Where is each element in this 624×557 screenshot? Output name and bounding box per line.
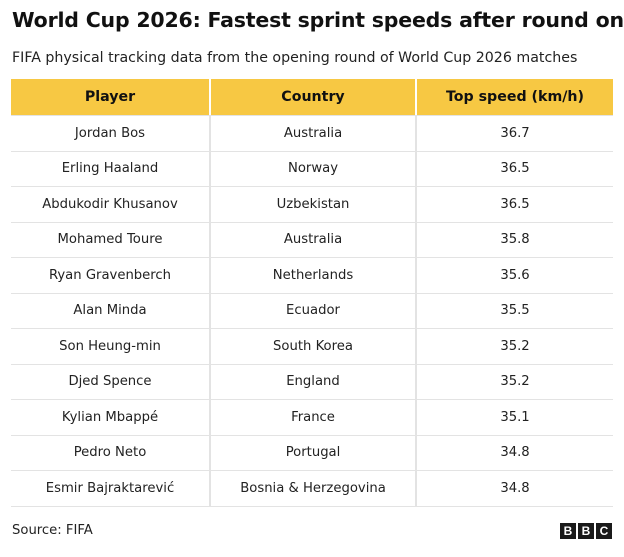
country-cell: South Korea bbox=[209, 328, 415, 364]
player-cell: Jordan Bos bbox=[11, 115, 209, 151]
top-speed-cell: 35.6 bbox=[415, 257, 613, 293]
country-cell: Australia bbox=[209, 221, 415, 257]
country-cell: Ecuador bbox=[209, 292, 415, 328]
table-row: Mohamed Toure Australia 35.8 bbox=[11, 221, 613, 258]
top-speed-cell: 34.8 bbox=[415, 434, 613, 470]
bbc-logo: B B C bbox=[560, 523, 612, 539]
player-cell: Pedro Neto bbox=[11, 434, 209, 471]
country-cell: Netherlands bbox=[209, 257, 415, 293]
player-cell: Kylian Mbappé bbox=[11, 399, 209, 435]
country-cell: France bbox=[209, 399, 415, 435]
table-row: Abdukodir Khusanov Uzbekistan 36.5 bbox=[11, 186, 613, 222]
chart-title: World Cup 2026: Fastest sprint speeds af… bbox=[12, 8, 624, 32]
column-header-top-speed: Top speed (km/h) bbox=[415, 79, 613, 115]
column-header-country: Country bbox=[209, 79, 415, 115]
country-cell: Norway bbox=[209, 150, 415, 186]
table-row: Jordan Bos Australia 36.7 bbox=[11, 115, 613, 151]
column-header-player: Player bbox=[11, 79, 209, 115]
player-cell: Abdukodir Khusanov bbox=[11, 186, 209, 222]
table-row: Ryan Gravenberch Netherlands 35.6 bbox=[11, 257, 613, 293]
player-cell: Ryan Gravenberch bbox=[11, 257, 209, 293]
table-row: Djed Spence England 35.2 bbox=[11, 363, 613, 400]
top-speed-cell: 36.7 bbox=[415, 115, 613, 151]
top-speed-cell: 35.5 bbox=[415, 292, 613, 328]
country-cell: Bosnia & Herzegovina bbox=[209, 470, 415, 507]
top-speed-cell: 36.5 bbox=[415, 150, 613, 186]
table-row: Alan Minda Ecuador 35.5 bbox=[11, 292, 613, 329]
player-cell: Djed Spence bbox=[11, 363, 209, 400]
player-cell: Son Heung-min bbox=[11, 328, 209, 364]
speed-table: Player Country Top speed (km/h) Jordan B… bbox=[11, 79, 613, 507]
bbc-logo-letter: B bbox=[560, 523, 576, 539]
top-speed-cell: 35.2 bbox=[415, 328, 613, 364]
table-row: Son Heung-min South Korea 35.2 bbox=[11, 328, 613, 364]
top-speed-cell: 36.5 bbox=[415, 186, 613, 222]
top-speed-cell: 34.8 bbox=[415, 470, 613, 507]
bbc-logo-letter: B bbox=[578, 523, 594, 539]
bbc-logo-letter: C bbox=[596, 523, 612, 539]
header-row: Player Country Top speed (km/h) bbox=[11, 79, 613, 115]
country-cell: Uzbekistan bbox=[209, 186, 415, 222]
source-note: Source: FIFA bbox=[12, 523, 93, 538]
player-cell: Mohamed Toure bbox=[11, 221, 209, 258]
table-row: Erling Haaland Norway 36.5 bbox=[11, 150, 613, 187]
top-speed-cell: 35.2 bbox=[415, 363, 613, 399]
player-cell: Alan Minda bbox=[11, 292, 209, 329]
country-cell: Portugal bbox=[209, 434, 415, 470]
country-cell: England bbox=[209, 363, 415, 399]
table-header: Player Country Top speed (km/h) bbox=[11, 79, 613, 115]
top-speed-cell: 35.1 bbox=[415, 399, 613, 435]
chart-subtitle: FIFA physical tracking data from the ope… bbox=[12, 50, 578, 66]
player-cell: Erling Haaland bbox=[11, 150, 209, 187]
table-row: Kylian Mbappé France 35.1 bbox=[11, 399, 613, 435]
top-speed-cell: 35.8 bbox=[415, 221, 613, 257]
table-row: Esmir Bajraktarević Bosnia & Herzegovina 3… bbox=[11, 470, 613, 507]
table-body: Jordan Bos Australia 36.7 Erling Haaland Nor… bbox=[11, 115, 613, 507]
table-row: Pedro Neto Portugal 34.8 bbox=[11, 434, 613, 471]
player-cell: Esmir Bajraktarević bbox=[11, 470, 209, 507]
country-cell: Australia bbox=[209, 115, 415, 151]
